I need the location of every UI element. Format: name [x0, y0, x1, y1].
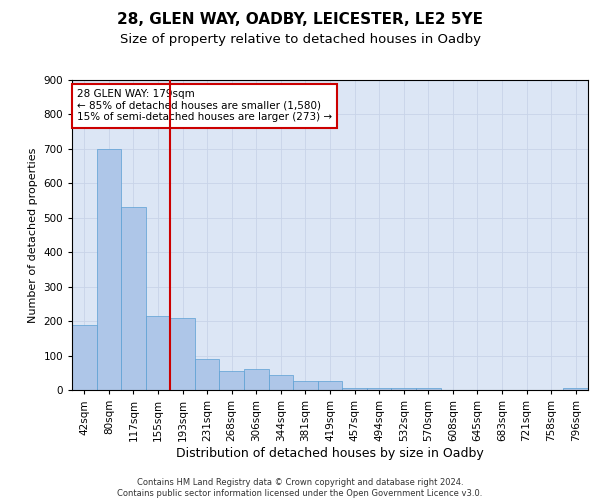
- Bar: [563, 388, 588, 390]
- Bar: [342, 388, 367, 390]
- X-axis label: Distribution of detached houses by size in Oadby: Distribution of detached houses by size …: [176, 446, 484, 460]
- Text: Contains HM Land Registry data © Crown copyright and database right 2024.
Contai: Contains HM Land Registry data © Crown c…: [118, 478, 482, 498]
- Bar: [293, 382, 318, 390]
- Bar: [170, 318, 195, 390]
- Text: 28 GLEN WAY: 179sqm
← 85% of detached houses are smaller (1,580)
15% of semi-det: 28 GLEN WAY: 179sqm ← 85% of detached ho…: [77, 90, 332, 122]
- Bar: [97, 149, 121, 390]
- Bar: [318, 382, 342, 390]
- Bar: [195, 359, 220, 390]
- Text: Size of property relative to detached houses in Oadby: Size of property relative to detached ho…: [119, 32, 481, 46]
- Text: 28, GLEN WAY, OADBY, LEICESTER, LE2 5YE: 28, GLEN WAY, OADBY, LEICESTER, LE2 5YE: [117, 12, 483, 28]
- Bar: [391, 388, 416, 390]
- Bar: [146, 316, 170, 390]
- Bar: [269, 374, 293, 390]
- Bar: [220, 371, 244, 390]
- Bar: [416, 388, 440, 390]
- Y-axis label: Number of detached properties: Number of detached properties: [28, 148, 38, 322]
- Bar: [121, 208, 146, 390]
- Bar: [244, 370, 269, 390]
- Bar: [72, 324, 97, 390]
- Bar: [367, 388, 391, 390]
